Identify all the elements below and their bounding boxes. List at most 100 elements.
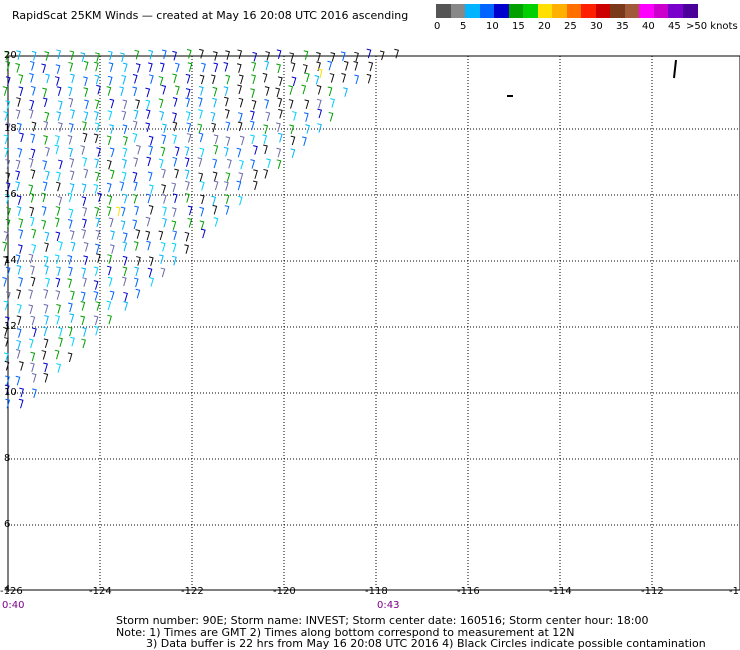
- wind-barb: [288, 99, 294, 109]
- wind-barb: [84, 99, 89, 110]
- wind-barb: [67, 254, 73, 265]
- wind-barb: [67, 219, 73, 229]
- wind-barb: [186, 133, 192, 143]
- wind-barb: [147, 62, 153, 72]
- wind-barb: [343, 60, 349, 71]
- legend-swatch: [479, 4, 495, 18]
- longitude-label: -114: [549, 586, 572, 597]
- wind-barb: [161, 49, 167, 60]
- wind-barb: [83, 255, 89, 266]
- wind-barb: [44, 111, 50, 122]
- wind-barb: [197, 157, 203, 167]
- wind-barb: [212, 97, 217, 108]
- wind-barb: [94, 325, 99, 336]
- latitude-label: 10: [4, 387, 17, 398]
- wind-barb: [28, 184, 34, 195]
- wind-barb: [28, 158, 34, 168]
- wind-barb: [199, 180, 205, 191]
- wind-barb: [5, 398, 11, 409]
- time-label-left: 0:40: [2, 600, 25, 611]
- wind-barb: [55, 314, 60, 325]
- wind-barb: [132, 132, 138, 143]
- latitude-label: 16: [4, 189, 17, 200]
- wind-barb: [224, 205, 230, 215]
- wind-barb: [135, 288, 141, 299]
- wind-barb: [184, 146, 190, 156]
- wind-barb: [162, 217, 167, 228]
- wind-barb: [80, 291, 86, 302]
- wind-barb: [135, 99, 141, 109]
- wind-barb: [106, 300, 112, 311]
- legend-swatch: [668, 4, 683, 18]
- wind-barb: [174, 146, 180, 157]
- wind-barb: [29, 216, 35, 227]
- wind-barb: [106, 159, 112, 170]
- wind-barb: [149, 277, 154, 287]
- wind-barb: [28, 108, 34, 119]
- wind-barb: [160, 146, 166, 157]
- wind-barb: [83, 76, 88, 86]
- wind-barb: [5, 172, 11, 182]
- wind-barb: [238, 74, 244, 85]
- wind-barb: [96, 147, 102, 157]
- wind-barb: [83, 168, 89, 179]
- wind-barb: [277, 132, 283, 143]
- wind-barb: [263, 124, 269, 134]
- wind-barb: [158, 230, 164, 241]
- wind-barb: [82, 206, 88, 217]
- wind-barb: [44, 170, 50, 181]
- wind-barb: [123, 301, 128, 311]
- wind-barb: [264, 86, 270, 96]
- wind-barb: [225, 74, 231, 85]
- wind-barb: [158, 98, 164, 109]
- wind-barb: [15, 254, 21, 264]
- wind-barb: [54, 254, 60, 264]
- wind-barb: [18, 277, 24, 287]
- wind-barb: [16, 289, 22, 299]
- wind-barb: [95, 243, 100, 254]
- wind-barb: [211, 122, 216, 133]
- wind-barb: [213, 51, 218, 61]
- wind-barb: [132, 86, 138, 97]
- wind-barb: [290, 148, 296, 158]
- wind-barb: [121, 276, 127, 287]
- legend-swatch: [523, 4, 538, 18]
- wind-barb: [328, 111, 334, 122]
- wind-barb: [29, 206, 35, 217]
- wind-barb: [133, 109, 139, 120]
- wind-barb: [145, 230, 151, 241]
- wind-barb: [174, 168, 179, 179]
- wind-barb: [5, 76, 11, 86]
- wind-barb: [305, 124, 310, 134]
- wind-barb: [250, 159, 256, 169]
- legend-label: >50 knots: [686, 21, 738, 32]
- wind-barb: [303, 112, 309, 122]
- wind-barb: [236, 147, 242, 158]
- wind-barb: [197, 97, 203, 107]
- wind-barb: [67, 86, 73, 97]
- wind-barb: [45, 73, 50, 84]
- wind-barb: [340, 51, 346, 61]
- wind-barb: [210, 111, 216, 122]
- wind-barb: [56, 86, 62, 96]
- wind-barb: [212, 86, 218, 97]
- wind-barb: [132, 194, 138, 204]
- wind-barb: [30, 315, 36, 326]
- wind-barb: [123, 291, 128, 302]
- wind-barb: [57, 195, 63, 206]
- wind-barb: [159, 254, 164, 265]
- wind-barb: [106, 182, 112, 193]
- wind-barb: [80, 52, 86, 62]
- wind-barb: [56, 304, 61, 314]
- wind-barb: [262, 72, 268, 83]
- wind-barb: [172, 112, 177, 122]
- wind-barb: [198, 86, 204, 96]
- longitude-label: -110: [729, 586, 740, 597]
- wind-barb: [107, 75, 113, 86]
- longitude-label: -116: [457, 586, 480, 597]
- wind-barb: [43, 303, 49, 314]
- wind-barb: [249, 120, 255, 131]
- wind-barb: [108, 217, 114, 228]
- wind-barb: [69, 170, 75, 181]
- wind-barb: [290, 62, 296, 72]
